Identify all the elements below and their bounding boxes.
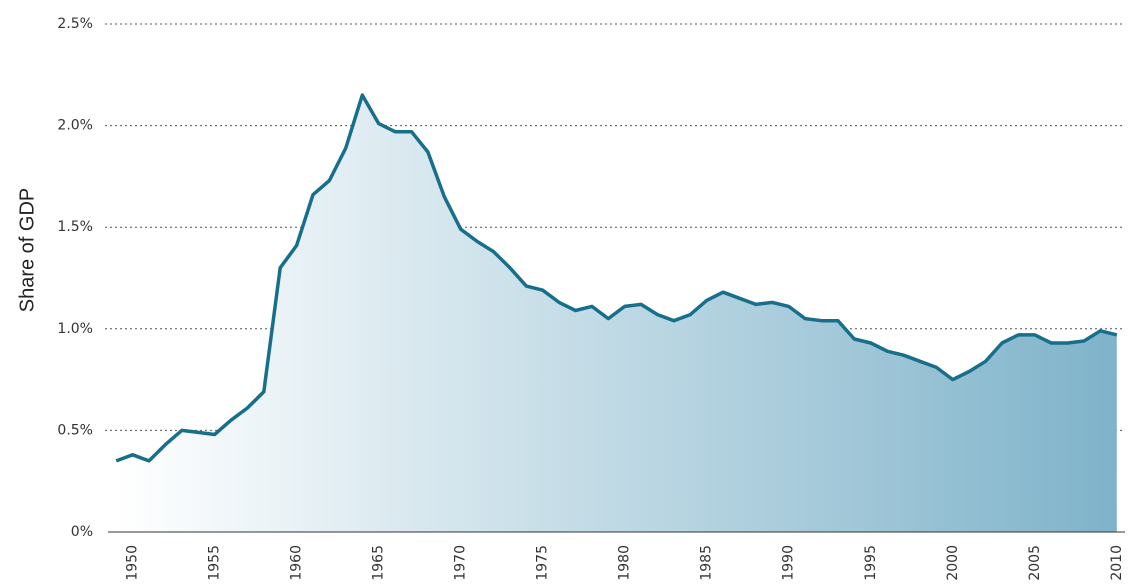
x-tick-label: 1985 (699, 545, 715, 581)
y-tick-label: 2.0% (57, 118, 93, 134)
x-tick-label: 2010 (1109, 545, 1125, 581)
x-tick-label: 2005 (1027, 545, 1043, 581)
x-tick-label: 1995 (863, 545, 879, 581)
y-tick-label: 1.0% (57, 321, 93, 337)
x-tick-label: 1960 (289, 545, 305, 581)
x-tick-label: 1950 (125, 545, 141, 581)
x-tick-label: 1990 (781, 545, 797, 581)
x-tick-label: 1955 (207, 545, 223, 581)
line (115, 93, 1118, 463)
y-tick-label: 1.5% (57, 219, 93, 235)
x-tick-label: 1980 (617, 545, 633, 581)
y-tick-label: 2.5% (57, 16, 93, 32)
y-tick-label: 0.5% (57, 422, 93, 438)
x-tick-label: 1975 (535, 545, 551, 581)
y-axis-label: Share of GDP (16, 188, 38, 313)
x-tick-label: 2000 (945, 545, 961, 581)
x-tick-label: 1965 (371, 545, 387, 581)
x-tick-label: 1970 (453, 545, 469, 581)
y-tick-label: 0% (71, 524, 93, 540)
